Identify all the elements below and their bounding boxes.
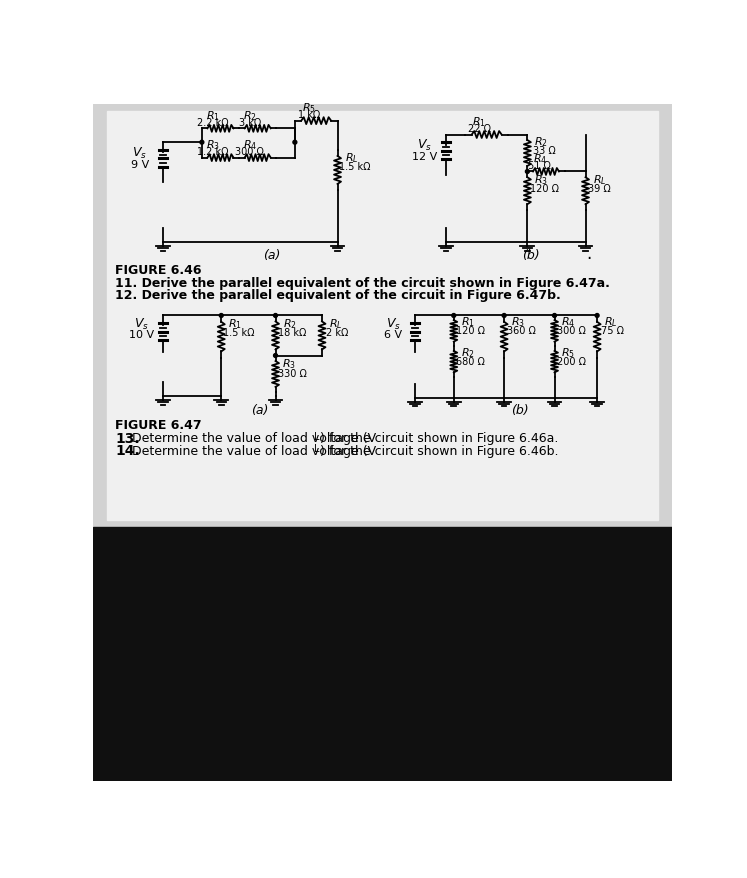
Text: Determine the value of load voltage (V: Determine the value of load voltage (V bbox=[132, 432, 376, 445]
Text: 12. Derive the parallel equivalent of the circuit in Figure 6.47b.: 12. Derive the parallel equivalent of th… bbox=[115, 289, 561, 302]
Text: 11. Derive the parallel equivalent of the circuit shown in Figure 6.47a.: 11. Derive the parallel equivalent of th… bbox=[115, 277, 610, 290]
Text: $R_2$: $R_2$ bbox=[243, 109, 257, 123]
Text: 18 kΩ: 18 kΩ bbox=[279, 328, 307, 338]
Circle shape bbox=[273, 314, 277, 318]
Text: (b): (b) bbox=[522, 248, 540, 262]
Text: $R_1$: $R_1$ bbox=[205, 109, 220, 123]
Text: 22 Ω: 22 Ω bbox=[468, 124, 491, 133]
Text: 680 Ω: 680 Ω bbox=[456, 356, 486, 366]
Text: $V_s$: $V_s$ bbox=[386, 317, 400, 332]
Circle shape bbox=[200, 141, 204, 145]
Text: $R_L$: $R_L$ bbox=[604, 315, 618, 329]
Text: L: L bbox=[314, 443, 320, 453]
Text: $R_2$: $R_2$ bbox=[534, 134, 548, 148]
Text: 120 Ω: 120 Ω bbox=[456, 326, 486, 335]
Text: $V_s$: $V_s$ bbox=[134, 317, 149, 332]
Text: 2 kΩ: 2 kΩ bbox=[326, 328, 349, 338]
Text: $R_L$: $R_L$ bbox=[592, 173, 607, 187]
Text: 39 Ω: 39 Ω bbox=[588, 184, 611, 194]
Text: $R_4$: $R_4$ bbox=[533, 152, 547, 166]
Circle shape bbox=[273, 354, 277, 358]
Bar bbox=[93, 105, 672, 528]
Text: $R_2$: $R_2$ bbox=[282, 317, 297, 331]
Text: 1.2 kΩ: 1.2 kΩ bbox=[197, 147, 229, 156]
Circle shape bbox=[595, 314, 599, 318]
Text: $R_3$: $R_3$ bbox=[511, 315, 525, 329]
Text: FIGURE 6.46: FIGURE 6.46 bbox=[115, 263, 202, 277]
Text: 75 Ω: 75 Ω bbox=[601, 326, 624, 335]
Text: 330 Ω: 330 Ω bbox=[278, 368, 307, 378]
Bar bbox=[93, 528, 672, 781]
Text: $R_L$: $R_L$ bbox=[344, 152, 359, 165]
Text: (b): (b) bbox=[511, 404, 528, 417]
Text: 300 Ω: 300 Ω bbox=[557, 326, 586, 335]
Text: 1.5 kΩ: 1.5 kΩ bbox=[339, 162, 371, 172]
Circle shape bbox=[502, 314, 506, 318]
Text: .: . bbox=[586, 244, 592, 263]
Text: $R_5$: $R_5$ bbox=[562, 346, 575, 360]
Bar bbox=[108, 112, 658, 520]
Text: $V_s$: $V_s$ bbox=[132, 146, 147, 161]
Text: $V_s$: $V_s$ bbox=[417, 138, 432, 154]
Text: 13.: 13. bbox=[115, 431, 140, 445]
Text: $R_3$: $R_3$ bbox=[282, 356, 297, 371]
Text: $R_1$: $R_1$ bbox=[461, 315, 474, 329]
Text: 10 V: 10 V bbox=[129, 329, 154, 340]
Circle shape bbox=[452, 314, 456, 318]
Text: FIGURE 6.47: FIGURE 6.47 bbox=[115, 419, 202, 432]
Text: 2.2 kΩ: 2.2 kΩ bbox=[197, 118, 229, 127]
Text: $R_5$: $R_5$ bbox=[302, 102, 316, 115]
Text: 9 V: 9 V bbox=[131, 160, 149, 169]
Text: 12 V: 12 V bbox=[412, 152, 437, 162]
Text: 1.5 kΩ: 1.5 kΩ bbox=[223, 328, 254, 338]
Text: 360 Ω: 360 Ω bbox=[506, 326, 536, 335]
Text: 300 Ω: 300 Ω bbox=[235, 147, 264, 156]
Text: 14.: 14. bbox=[115, 443, 140, 457]
Text: (a): (a) bbox=[263, 248, 280, 262]
Text: 1 kΩ: 1 kΩ bbox=[298, 110, 320, 119]
Text: Determine the value of load voltage (V: Determine the value of load voltage (V bbox=[132, 444, 376, 457]
Text: (a): (a) bbox=[251, 404, 269, 417]
Text: $R_1$: $R_1$ bbox=[472, 115, 486, 129]
Circle shape bbox=[220, 314, 223, 318]
Text: L: L bbox=[314, 431, 320, 441]
Text: 51 Ω: 51 Ω bbox=[528, 161, 551, 170]
Text: ) for the circuit shown in Figure 6.46b.: ) for the circuit shown in Figure 6.46b. bbox=[320, 444, 559, 457]
Circle shape bbox=[293, 141, 297, 145]
Text: $R_3$: $R_3$ bbox=[205, 139, 220, 152]
Text: 6 V: 6 V bbox=[384, 329, 403, 340]
Text: 120 Ω: 120 Ω bbox=[530, 184, 559, 194]
Text: $R_3$: $R_3$ bbox=[534, 173, 548, 187]
Text: 200 Ω: 200 Ω bbox=[557, 356, 586, 366]
Text: ) for the circuit shown in Figure 6.46a.: ) for the circuit shown in Figure 6.46a. bbox=[320, 432, 559, 445]
Text: $R_L$: $R_L$ bbox=[329, 317, 343, 331]
Text: $R_4$: $R_4$ bbox=[243, 139, 257, 152]
Text: $R_2$: $R_2$ bbox=[461, 346, 474, 360]
Text: $R_1$: $R_1$ bbox=[229, 317, 242, 331]
Text: 3 kΩ: 3 kΩ bbox=[239, 118, 261, 127]
Text: 33 Ω: 33 Ω bbox=[533, 146, 556, 155]
Text: $R_4$: $R_4$ bbox=[561, 315, 576, 329]
Circle shape bbox=[553, 314, 557, 318]
Circle shape bbox=[525, 170, 530, 174]
